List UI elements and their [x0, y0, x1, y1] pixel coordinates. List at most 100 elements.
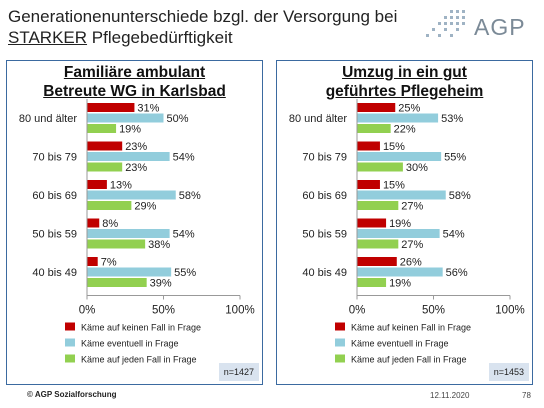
data-label-maybe: 55%: [444, 152, 466, 164]
bar-maybe: [357, 267, 443, 277]
footer-org: © AGP Sozialforschung: [27, 390, 117, 399]
x-tick-label: 50%: [152, 305, 175, 317]
category-label: 80 und älter: [289, 113, 347, 125]
data-label-yes: 23%: [125, 162, 147, 174]
data-label-yes: 29%: [134, 201, 156, 213]
data-label-no: 15%: [383, 180, 405, 192]
agp-logo: AGP: [420, 6, 532, 52]
legend-label-yes: Käme auf jeden Fall in Frage: [351, 355, 467, 365]
bar-maybe: [357, 152, 442, 161]
bar-yes: [87, 239, 146, 249]
data-label-yes: 27%: [401, 201, 423, 213]
bar-maybe: [87, 113, 164, 123]
data-label-yes: 19%: [119, 124, 141, 136]
category-label: 60 bis 69: [32, 190, 77, 202]
legend-label-maybe: Käme eventuell in Frage: [81, 339, 179, 349]
data-label-maybe: 58%: [179, 190, 201, 202]
bar-maybe: [357, 190, 446, 200]
bar-maybe: [357, 113, 439, 123]
data-label-no: 26%: [400, 257, 422, 269]
category-label: 40 bis 49: [32, 267, 77, 279]
bar-maybe: [87, 190, 176, 200]
bar-chart-pflegeheim: 80 und älter 25% 53% 22% 70 bis 79 15% 55% 30% 6…: [289, 99, 525, 365]
data-label-yes: 30%: [406, 162, 428, 174]
category-label: 60 bis 69: [302, 190, 347, 202]
legend-swatch-yes: [65, 354, 75, 363]
chart-title-wg-line1: Familiäre ambulant: [63, 64, 206, 81]
logo-text: AGP: [474, 14, 526, 40]
bar-yes: [357, 162, 403, 172]
logo-dot-grid-icon: [426, 10, 465, 37]
legend-label-no: Käme auf keinen Fall in Frage: [351, 323, 471, 333]
category-label: 70 bis 79: [32, 152, 77, 164]
data-label-yes: 27%: [401, 239, 423, 251]
bar-no: [87, 257, 98, 266]
chart-panel-pflegeheim: Umzug in ein gut geführtes Pflegeheim 80…: [276, 60, 533, 385]
category-label: 40 bis 49: [302, 267, 347, 279]
x-tick-label: 0%: [79, 305, 96, 317]
x-tick-label: 100%: [495, 305, 524, 317]
legend-swatch-maybe: [335, 338, 345, 347]
x-tick-label: 50%: [422, 305, 445, 317]
data-label-maybe: 56%: [446, 267, 468, 279]
chart-title-pflegeheim-line2: geführtes Pflegeheim: [325, 83, 484, 100]
data-label-no: 7%: [101, 257, 117, 269]
page-title: Generationenunterschiede bzgl. der Verso…: [8, 6, 398, 48]
bar-yes: [357, 124, 391, 133]
category-label: 70 bis 79: [302, 152, 347, 164]
title-line-2-rest: Pflegebedürftigkeit: [87, 28, 233, 47]
bar-no: [357, 180, 380, 189]
data-label-no: 15%: [383, 141, 405, 153]
bar-no: [87, 141, 123, 151]
bar-yes: [87, 162, 123, 172]
bar-yes: [357, 201, 399, 210]
category-label: 80 und älter: [19, 113, 77, 125]
title-line-1: Generationenunterschiede bzgl. der Verso…: [8, 7, 398, 26]
bar-yes: [357, 278, 387, 287]
data-label-maybe: 50%: [167, 113, 189, 125]
bar-no: [357, 103, 396, 112]
bar-maybe: [357, 229, 440, 238]
footer-page-number: 78: [522, 391, 531, 400]
data-label-maybe: 54%: [443, 229, 465, 241]
data-label-maybe: 54%: [173, 229, 195, 241]
category-label: 50 bis 59: [32, 229, 77, 241]
data-label-no: 25%: [398, 103, 420, 115]
bar-maybe: [87, 152, 170, 161]
sample-size-badge-wg: n=1427: [218, 363, 259, 381]
data-label-yes: 39%: [150, 278, 172, 290]
bar-yes: [357, 239, 399, 249]
title-emphasis: STARKER: [8, 28, 88, 47]
bar-chart-wg: 80 und älter 31% 50% 19% 70 bis 79 23% 54% 23% 6…: [19, 99, 255, 365]
category-label: 50 bis 59: [302, 229, 347, 241]
chart-title-wg: Familiäre ambulant Betreute WG in Karlsb…: [7, 63, 262, 101]
legend-swatch-yes: [335, 354, 345, 363]
bar-no: [357, 257, 397, 266]
data-label-maybe: 58%: [449, 190, 471, 202]
x-tick-label: 100%: [225, 305, 254, 317]
sample-size-badge-pflegeheim: n=1453: [488, 363, 529, 381]
bar-no: [87, 218, 100, 228]
chart-panel-wg: Familiäre ambulant Betreute WG in Karlsb…: [6, 60, 263, 385]
bar-no: [357, 141, 380, 151]
data-label-maybe: 53%: [441, 113, 463, 125]
bar-yes: [87, 201, 132, 210]
chart-title-pflegeheim: Umzug in ein gut geführtes Pflegeheim: [277, 63, 532, 101]
bar-yes: [87, 278, 147, 287]
data-label-yes: 22%: [394, 124, 416, 136]
bar-maybe: [87, 267, 172, 277]
bar-no: [357, 218, 387, 228]
legend-swatch-maybe: [65, 338, 75, 347]
bar-no: [87, 180, 107, 189]
legend-label-maybe: Käme eventuell in Frage: [351, 339, 449, 349]
bar-yes: [87, 124, 117, 133]
legend-label-no: Käme auf keinen Fall in Frage: [81, 323, 201, 333]
footer-date: 12.11.2020: [430, 391, 470, 400]
data-label-yes: 19%: [389, 278, 411, 290]
data-label-no: 8%: [102, 218, 118, 230]
bar-maybe: [87, 229, 170, 238]
data-label-no: 23%: [125, 141, 147, 153]
title-line-2: STARKER Pflegebedürftigkeit: [8, 27, 398, 48]
legend-swatch-no: [65, 322, 75, 331]
legend-swatch-no: [335, 322, 345, 331]
